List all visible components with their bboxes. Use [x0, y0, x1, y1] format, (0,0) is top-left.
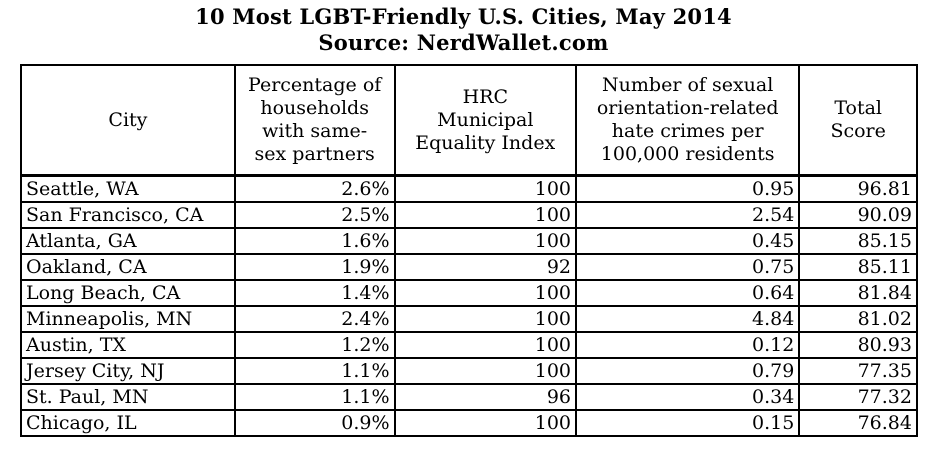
percentage-cell: 2.6% — [233, 174, 396, 203]
hate-crimes-cell: 2.54 — [575, 201, 801, 229]
score-cell: 77.32 — [798, 383, 918, 411]
header-city: City — [20, 64, 236, 177]
table-row: Atlanta, GA 1.6% 100 0.45 85.15 — [20, 227, 918, 255]
table-row: Seattle, WA 2.6% 100 0.95 96.81 — [20, 174, 918, 203]
score-cell: 80.93 — [798, 331, 918, 359]
percentage-cell: 0.9% — [233, 409, 396, 437]
header-hate-crimes: Number of sexual orientation-related hat… — [575, 64, 801, 177]
hate-crimes-cell: 4.84 — [575, 305, 801, 333]
percentage-cell: 1.4% — [233, 279, 396, 307]
score-cell: 85.15 — [798, 227, 918, 255]
table-row: Long Beach, CA 1.4% 100 0.64 81.84 — [20, 279, 918, 307]
percentage-cell: 1.1% — [233, 357, 396, 385]
percentage-cell: 1.6% — [233, 227, 396, 255]
score-cell: 90.09 — [798, 201, 918, 229]
score-cell: 76.84 — [798, 409, 918, 437]
city-cell: Chicago, IL — [20, 409, 236, 437]
percentage-cell: 2.4% — [233, 305, 396, 333]
city-cell: St. Paul, MN — [20, 383, 236, 411]
header-row: City Percentage of households with same-… — [20, 64, 918, 177]
city-cell: San Francisco, CA — [20, 201, 236, 229]
hrc-cell: 100 — [393, 201, 578, 229]
city-cell: Atlanta, GA — [20, 227, 236, 255]
hate-crimes-cell: 0.75 — [575, 253, 801, 281]
hate-crimes-cell: 0.12 — [575, 331, 801, 359]
table-row: St. Paul, MN 1.1% 96 0.34 77.32 — [20, 383, 918, 411]
score-cell: 81.84 — [798, 279, 918, 307]
page-title: 10 Most LGBT-Friendly U.S. Cities, May 2… — [195, 4, 732, 29]
hrc-cell: 92 — [393, 253, 578, 281]
score-cell: 81.02 — [798, 305, 918, 333]
city-cell: Long Beach, CA — [20, 279, 236, 307]
city-cell: Oakland, CA — [20, 253, 236, 281]
cities-table: City Percentage of households with same-… — [20, 64, 918, 437]
hrc-cell: 96 — [393, 383, 578, 411]
city-cell: Austin, TX — [20, 331, 236, 359]
hate-crimes-cell: 0.95 — [575, 174, 801, 203]
table-row: Austin, TX 1.2% 100 0.12 80.93 — [20, 331, 918, 359]
table-row: Jersey City, NJ 1.1% 100 0.79 77.35 — [20, 357, 918, 385]
table-row: Oakland, CA 1.9% 92 0.75 85.11 — [20, 253, 918, 281]
table-row: Minneapolis, MN 2.4% 100 4.84 81.02 — [20, 305, 918, 333]
percentage-cell: 1.1% — [233, 383, 396, 411]
hate-crimes-cell: 0.45 — [575, 227, 801, 255]
city-cell: Jersey City, NJ — [20, 357, 236, 385]
header-total-score: Total Score — [798, 64, 918, 177]
score-cell: 85.11 — [798, 253, 918, 281]
header-percentage: Percentage of households with same- sex … — [233, 64, 396, 177]
table-row: Chicago, IL 0.9% 100 0.15 76.84 — [20, 409, 918, 437]
hrc-cell: 100 — [393, 305, 578, 333]
hate-crimes-cell: 0.64 — [575, 279, 801, 307]
hrc-cell: 100 — [393, 409, 578, 437]
hate-crimes-cell: 0.15 — [575, 409, 801, 437]
hrc-cell: 100 — [393, 174, 578, 203]
table-row: San Francisco, CA 2.5% 100 2.54 90.09 — [20, 201, 918, 229]
hrc-cell: 100 — [393, 227, 578, 255]
percentage-cell: 1.9% — [233, 253, 396, 281]
score-cell: 96.81 — [798, 174, 918, 203]
score-cell: 77.35 — [798, 357, 918, 385]
hrc-cell: 100 — [393, 357, 578, 385]
hate-crimes-cell: 0.34 — [575, 383, 801, 411]
header-hrc: HRC Municipal Equality Index — [393, 64, 578, 177]
hrc-cell: 100 — [393, 279, 578, 307]
city-cell: Minneapolis, MN — [20, 305, 236, 333]
hate-crimes-cell: 0.79 — [575, 357, 801, 385]
city-cell: Seattle, WA — [20, 174, 236, 203]
source-line: Source: NerdWallet.com — [318, 30, 609, 55]
percentage-cell: 2.5% — [233, 201, 396, 229]
title-block: 10 Most LGBT-Friendly U.S. Cities, May 2… — [0, 0, 927, 56]
percentage-cell: 1.2% — [233, 331, 396, 359]
hrc-cell: 100 — [393, 331, 578, 359]
